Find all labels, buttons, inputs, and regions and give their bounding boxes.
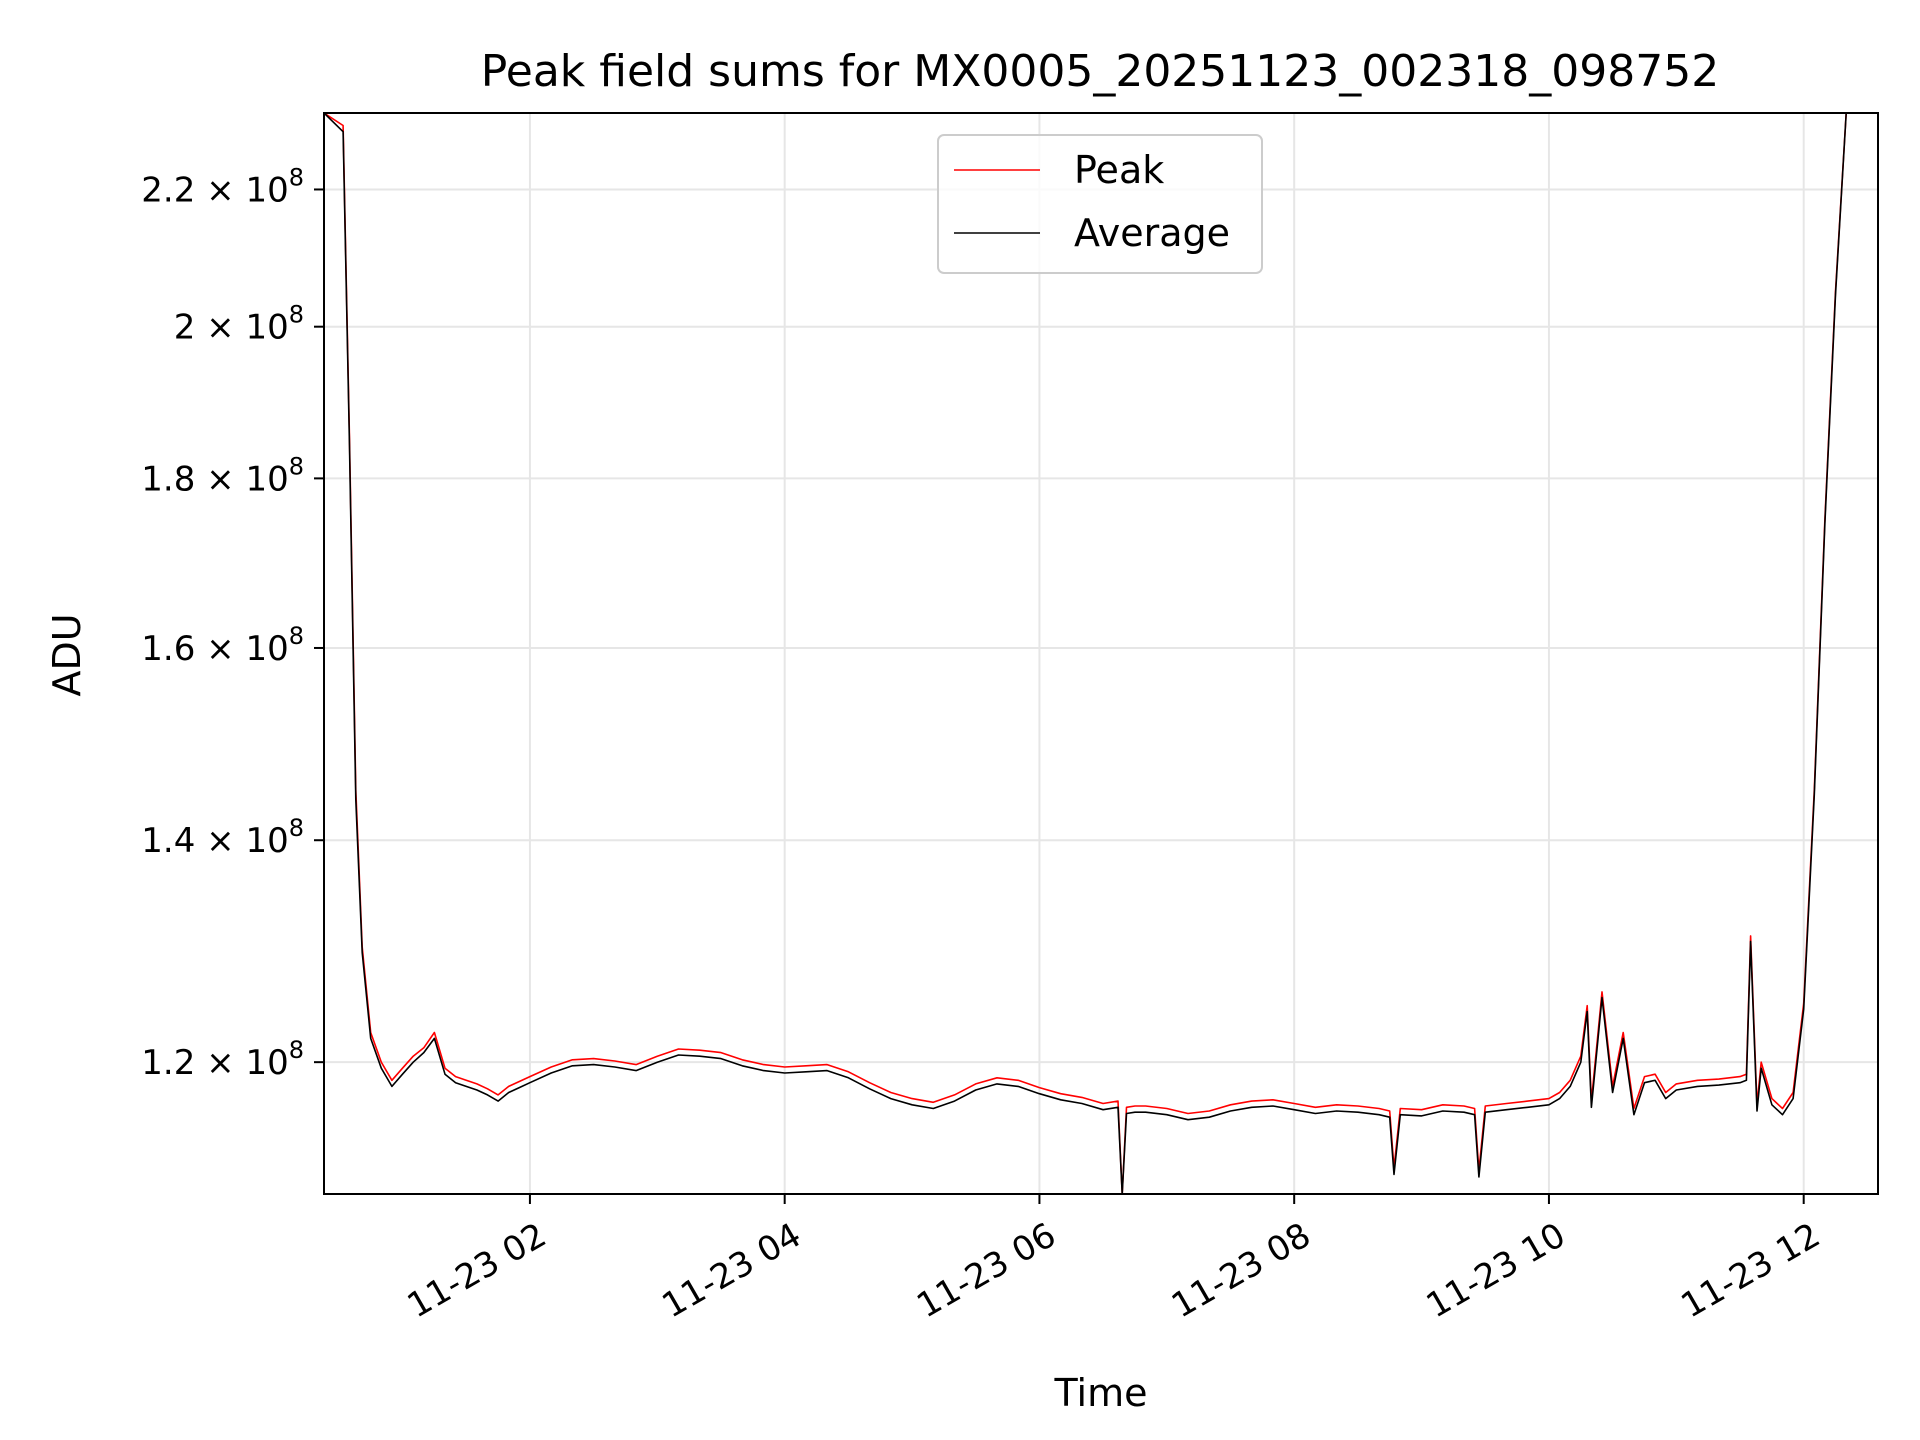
grid: [324, 113, 1878, 1194]
y-tick-exponent: 8: [289, 452, 304, 480]
y-tick-exponent: 8: [289, 1036, 304, 1064]
y-tick-times: ×: [195, 308, 245, 348]
y-axis-label: ADU: [45, 613, 89, 696]
y-tick-label: 1.2 × 108: [141, 1036, 304, 1083]
y-tick-base: 10: [245, 1043, 288, 1083]
y-tick-label: 2 × 108: [174, 301, 304, 348]
y-tick-exponent: 8: [289, 622, 304, 650]
average-series-line: [324, 113, 1878, 1194]
y-tick-mantissa: 1.8: [141, 459, 195, 499]
y-tick-label: 2.2 × 108: [141, 163, 304, 210]
peak-series-line: [324, 113, 1878, 1194]
y-tick-times: ×: [195, 459, 245, 499]
legend-label: Peak: [1074, 148, 1164, 192]
y-tick-label: 1.4 × 108: [141, 814, 304, 861]
legend: Peak Average: [937, 134, 1263, 274]
y-tick-mantissa: 2: [174, 308, 196, 348]
legend-label: Average: [1074, 211, 1230, 255]
y-tick-base: 10: [245, 170, 288, 210]
y-tick-times: ×: [195, 821, 245, 861]
y-tick-base: 10: [245, 308, 288, 348]
y-tick-times: ×: [195, 629, 245, 669]
y-tick-mantissa: 1.2: [141, 1043, 195, 1083]
plot-frame: [323, 112, 1879, 1195]
series-lines: [324, 113, 1878, 1194]
x-axis-label: Time: [1054, 1371, 1148, 1415]
y-tick-base: 10: [245, 629, 288, 669]
y-tick-mantissa: 1.4: [141, 821, 195, 861]
y-tick-exponent: 8: [289, 301, 304, 329]
y-tick-label: 1.8 × 108: [141, 452, 304, 499]
y-tick-mantissa: 2.2: [141, 170, 195, 210]
y-tick-label: 1.6 × 108: [141, 622, 304, 669]
y-tick-mantissa: 1.6: [141, 629, 195, 669]
y-tick-times: ×: [195, 170, 245, 210]
y-tick-exponent: 8: [289, 814, 304, 842]
y-tick-base: 10: [245, 821, 288, 861]
y-tick-exponent: 8: [289, 163, 304, 191]
chart-title: Peak field sums for MX0005_20251123_0023…: [481, 46, 1719, 97]
y-tick-base: 10: [245, 459, 288, 499]
y-tick-times: ×: [195, 1043, 245, 1083]
